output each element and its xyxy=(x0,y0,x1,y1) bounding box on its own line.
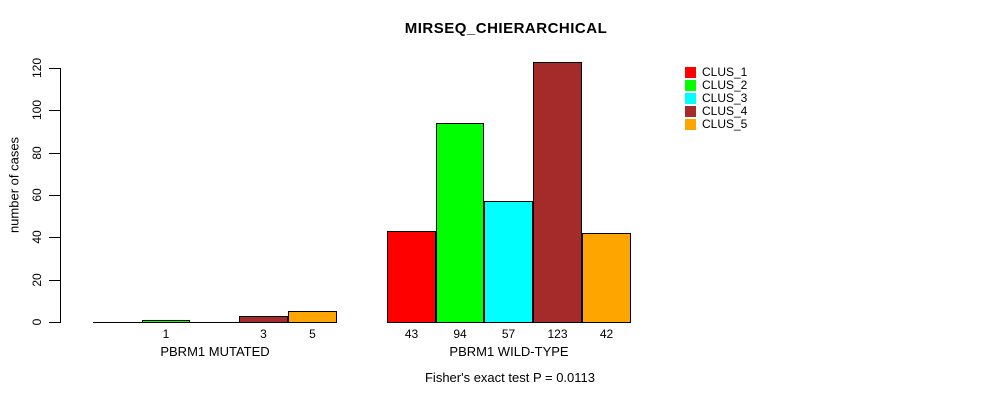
y-tick xyxy=(49,322,60,323)
group-label: PBRM1 WILD-TYPE xyxy=(449,344,569,359)
y-tick xyxy=(49,195,60,196)
legend-swatch-clus_5 xyxy=(685,118,696,130)
y-tick-label: 120 xyxy=(30,57,44,79)
y-axis-label: number of cases xyxy=(6,136,22,234)
bar-value-label: 3 xyxy=(260,327,267,341)
y-tick-label: 0 xyxy=(30,318,44,326)
y-tick-label: 40 xyxy=(30,230,44,244)
bar xyxy=(239,316,288,322)
legend-label: CLUS_5 xyxy=(702,117,748,131)
y-tick-label: 20 xyxy=(30,273,44,287)
y-tick xyxy=(49,280,60,281)
y-tick xyxy=(49,68,60,69)
y-tick xyxy=(49,110,60,111)
legend-swatch-clus_4 xyxy=(685,105,696,117)
legend-label: CLUS_3 xyxy=(702,91,748,105)
y-axis-line xyxy=(60,68,61,323)
group-baseline xyxy=(93,322,337,323)
group-label: PBRM1 MUTATED xyxy=(160,344,270,359)
bar xyxy=(387,231,436,322)
bar xyxy=(288,311,337,322)
legend-swatch-clus_3 xyxy=(685,92,696,104)
legend-label: CLUS_1 xyxy=(702,65,748,79)
bar xyxy=(436,123,484,322)
bar-value-label: 5 xyxy=(309,327,316,341)
annotation-text: Fisher's exact test P = 0.0113 xyxy=(424,370,595,385)
chart-title: MIRSEQ_CHIERARCHICAL xyxy=(404,20,608,37)
y-tick xyxy=(49,237,60,238)
bar-value-label: 42 xyxy=(599,327,614,341)
bar-value-label: 1 xyxy=(162,327,170,341)
y-tick-label: 80 xyxy=(30,146,44,160)
legend-label: CLUS_4 xyxy=(702,104,748,118)
bar xyxy=(533,62,582,322)
bar xyxy=(582,233,631,322)
y-tick-label: 100 xyxy=(30,99,44,121)
legend-swatch-clus_1 xyxy=(685,66,696,78)
legend-label: CLUS_2 xyxy=(702,78,748,92)
bar xyxy=(142,320,190,322)
group-baseline xyxy=(387,322,631,323)
y-tick-label: 60 xyxy=(30,188,44,202)
bar-value-label: 43 xyxy=(404,327,419,341)
bar-value-label: 57 xyxy=(501,327,516,341)
bar-value-label: 94 xyxy=(453,327,467,341)
y-tick xyxy=(49,153,60,154)
legend-swatch-clus_2 xyxy=(685,79,696,91)
bar-value-label: 123 xyxy=(547,327,568,341)
bar xyxy=(484,201,533,322)
